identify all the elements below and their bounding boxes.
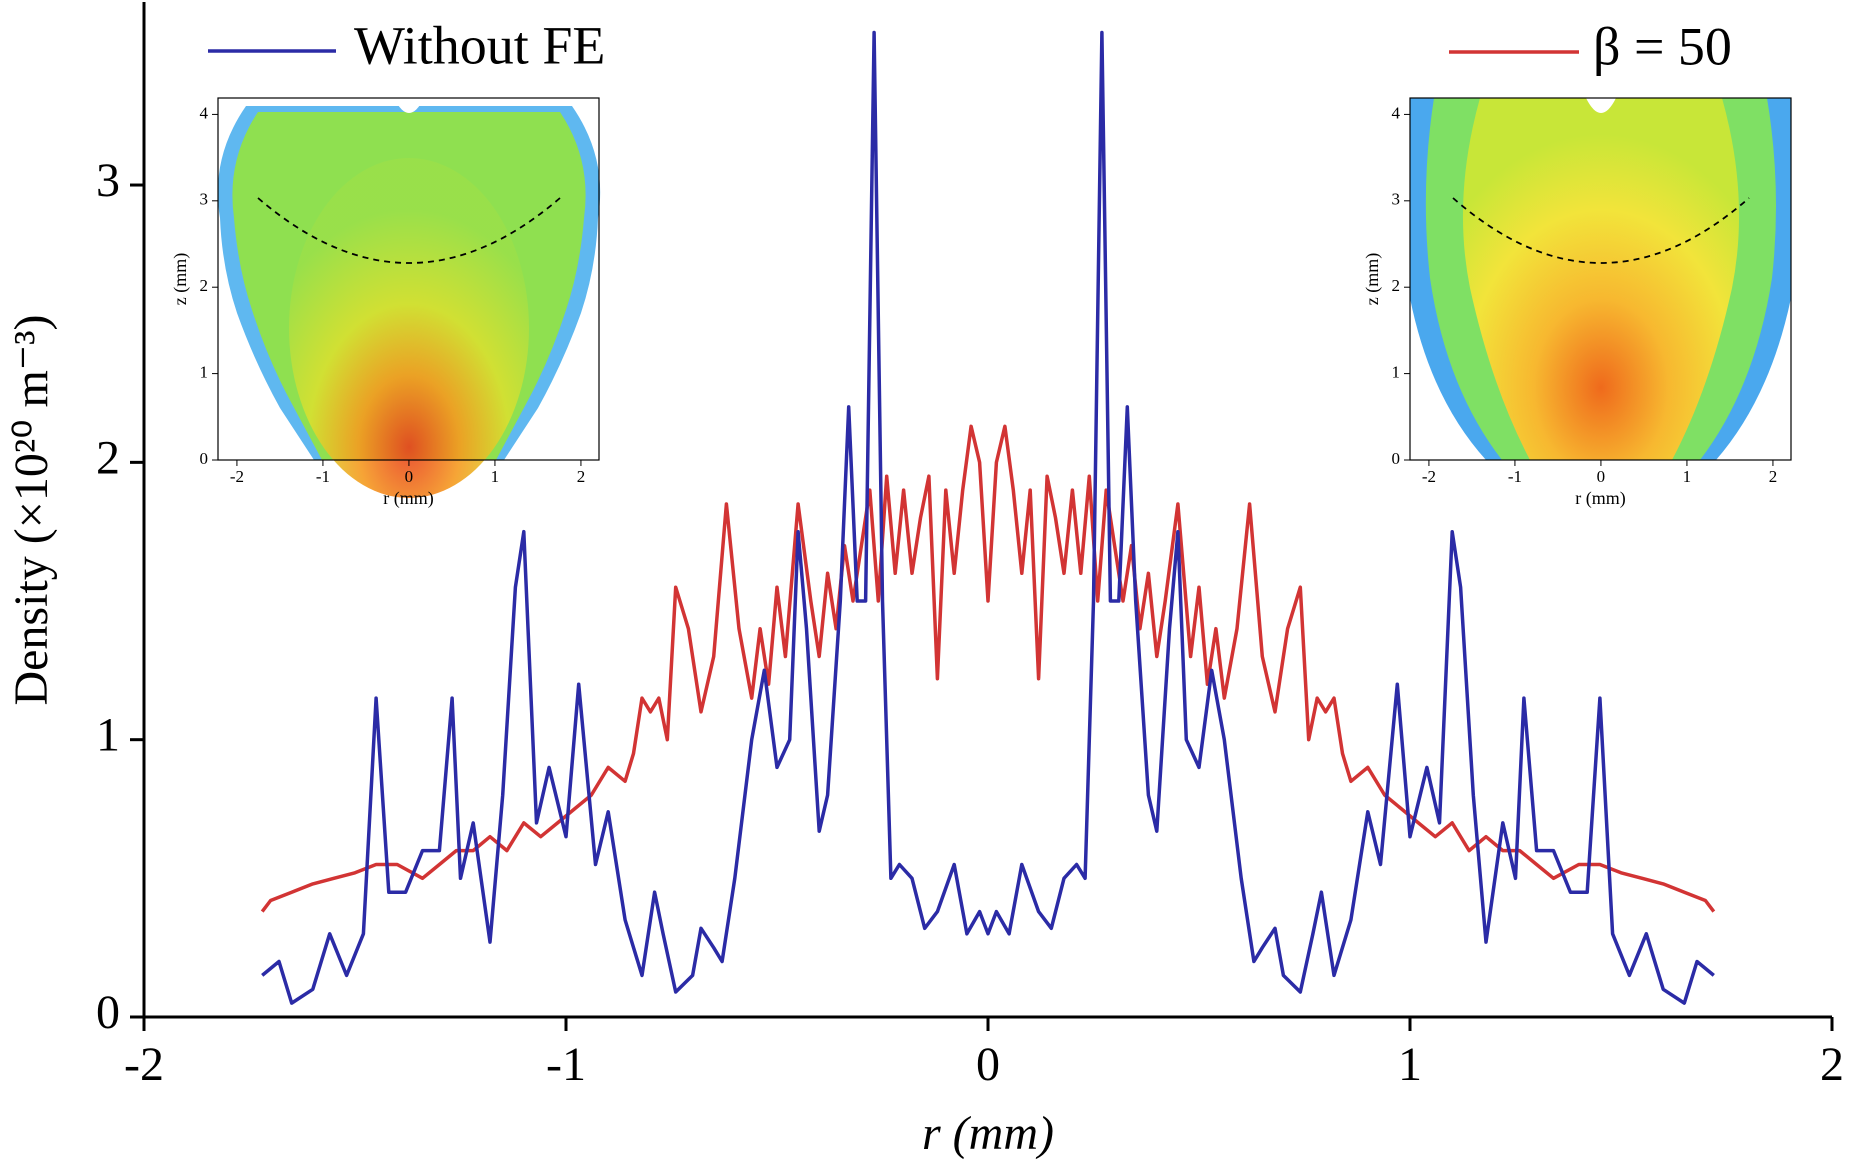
inset-heatmap [1410, 98, 1791, 460]
inset-y-tick-label: 4 [200, 103, 209, 122]
x-tick-label: -1 [546, 1038, 586, 1091]
inset-x-tick-label: 2 [577, 467, 586, 486]
inset-y-label: z (mm) [170, 253, 191, 305]
inset: -2 -1 0 1 2 0 1 2 3 4 r (mm) z (mm) [1362, 97, 1792, 509]
y-axis-label: Density (×10²⁰ m⁻³) [5, 314, 58, 705]
inset-y-tick-label: 1 [200, 363, 209, 382]
inset-x-tick-label: 0 [1597, 467, 1606, 486]
inset-y-tick-label: 4 [1392, 103, 1401, 122]
inset-x-tick-label: 1 [1683, 467, 1692, 486]
inset-y-tick-label: 3 [1392, 190, 1401, 209]
inset-x-tick-label: 0 [405, 467, 414, 486]
inset-x-label: r (mm) [1575, 488, 1625, 509]
inset-x-tick-label: -2 [230, 467, 244, 486]
axes-frame [142, 2, 1832, 1019]
inset-x-tick-label: 2 [1769, 467, 1778, 486]
x-tick-label: 0 [976, 1038, 1000, 1091]
inset-y-tick-label: 3 [200, 190, 209, 209]
inset-y-label: z (mm) [1362, 253, 1383, 305]
x-axis-label: r (mm) [922, 1107, 1054, 1160]
inset-heatmap [217, 98, 601, 498]
inset-y-tick-label: 0 [200, 449, 209, 468]
data-line [261, 30, 1715, 1005]
data-line [260, 424, 1716, 913]
inset-x-label: r (mm) [383, 488, 433, 509]
inset-y-tick-label: 2 [200, 276, 209, 295]
y-tick-label: 3 [96, 154, 120, 207]
legend-label: Without FE [354, 15, 605, 75]
inset: -2 -1 0 1 2 0 1 2 3 4 r (mm) z (mm) [170, 97, 600, 509]
inset-y-tick-label: 2 [1392, 276, 1401, 295]
inset-x-tick-label: -1 [1508, 467, 1522, 486]
legend-label: β = 50 [1593, 16, 1732, 76]
inset-x-tick-label: -1 [316, 467, 330, 486]
x-tick-label: -2 [124, 1038, 164, 1091]
x-tick-label: 2 [1820, 1038, 1844, 1091]
x-tick-label: 1 [1398, 1038, 1422, 1091]
inset-x-tick-label: 1 [491, 467, 500, 486]
inset-y-tick-label: 1 [1392, 363, 1401, 382]
y-tick-label: 2 [96, 431, 120, 484]
y-tick-label: 1 [96, 709, 120, 762]
y-tick-label: 0 [96, 986, 120, 1039]
inset-y-tick-label: 0 [1392, 449, 1401, 468]
inset-x-tick-label: -2 [1422, 467, 1436, 486]
